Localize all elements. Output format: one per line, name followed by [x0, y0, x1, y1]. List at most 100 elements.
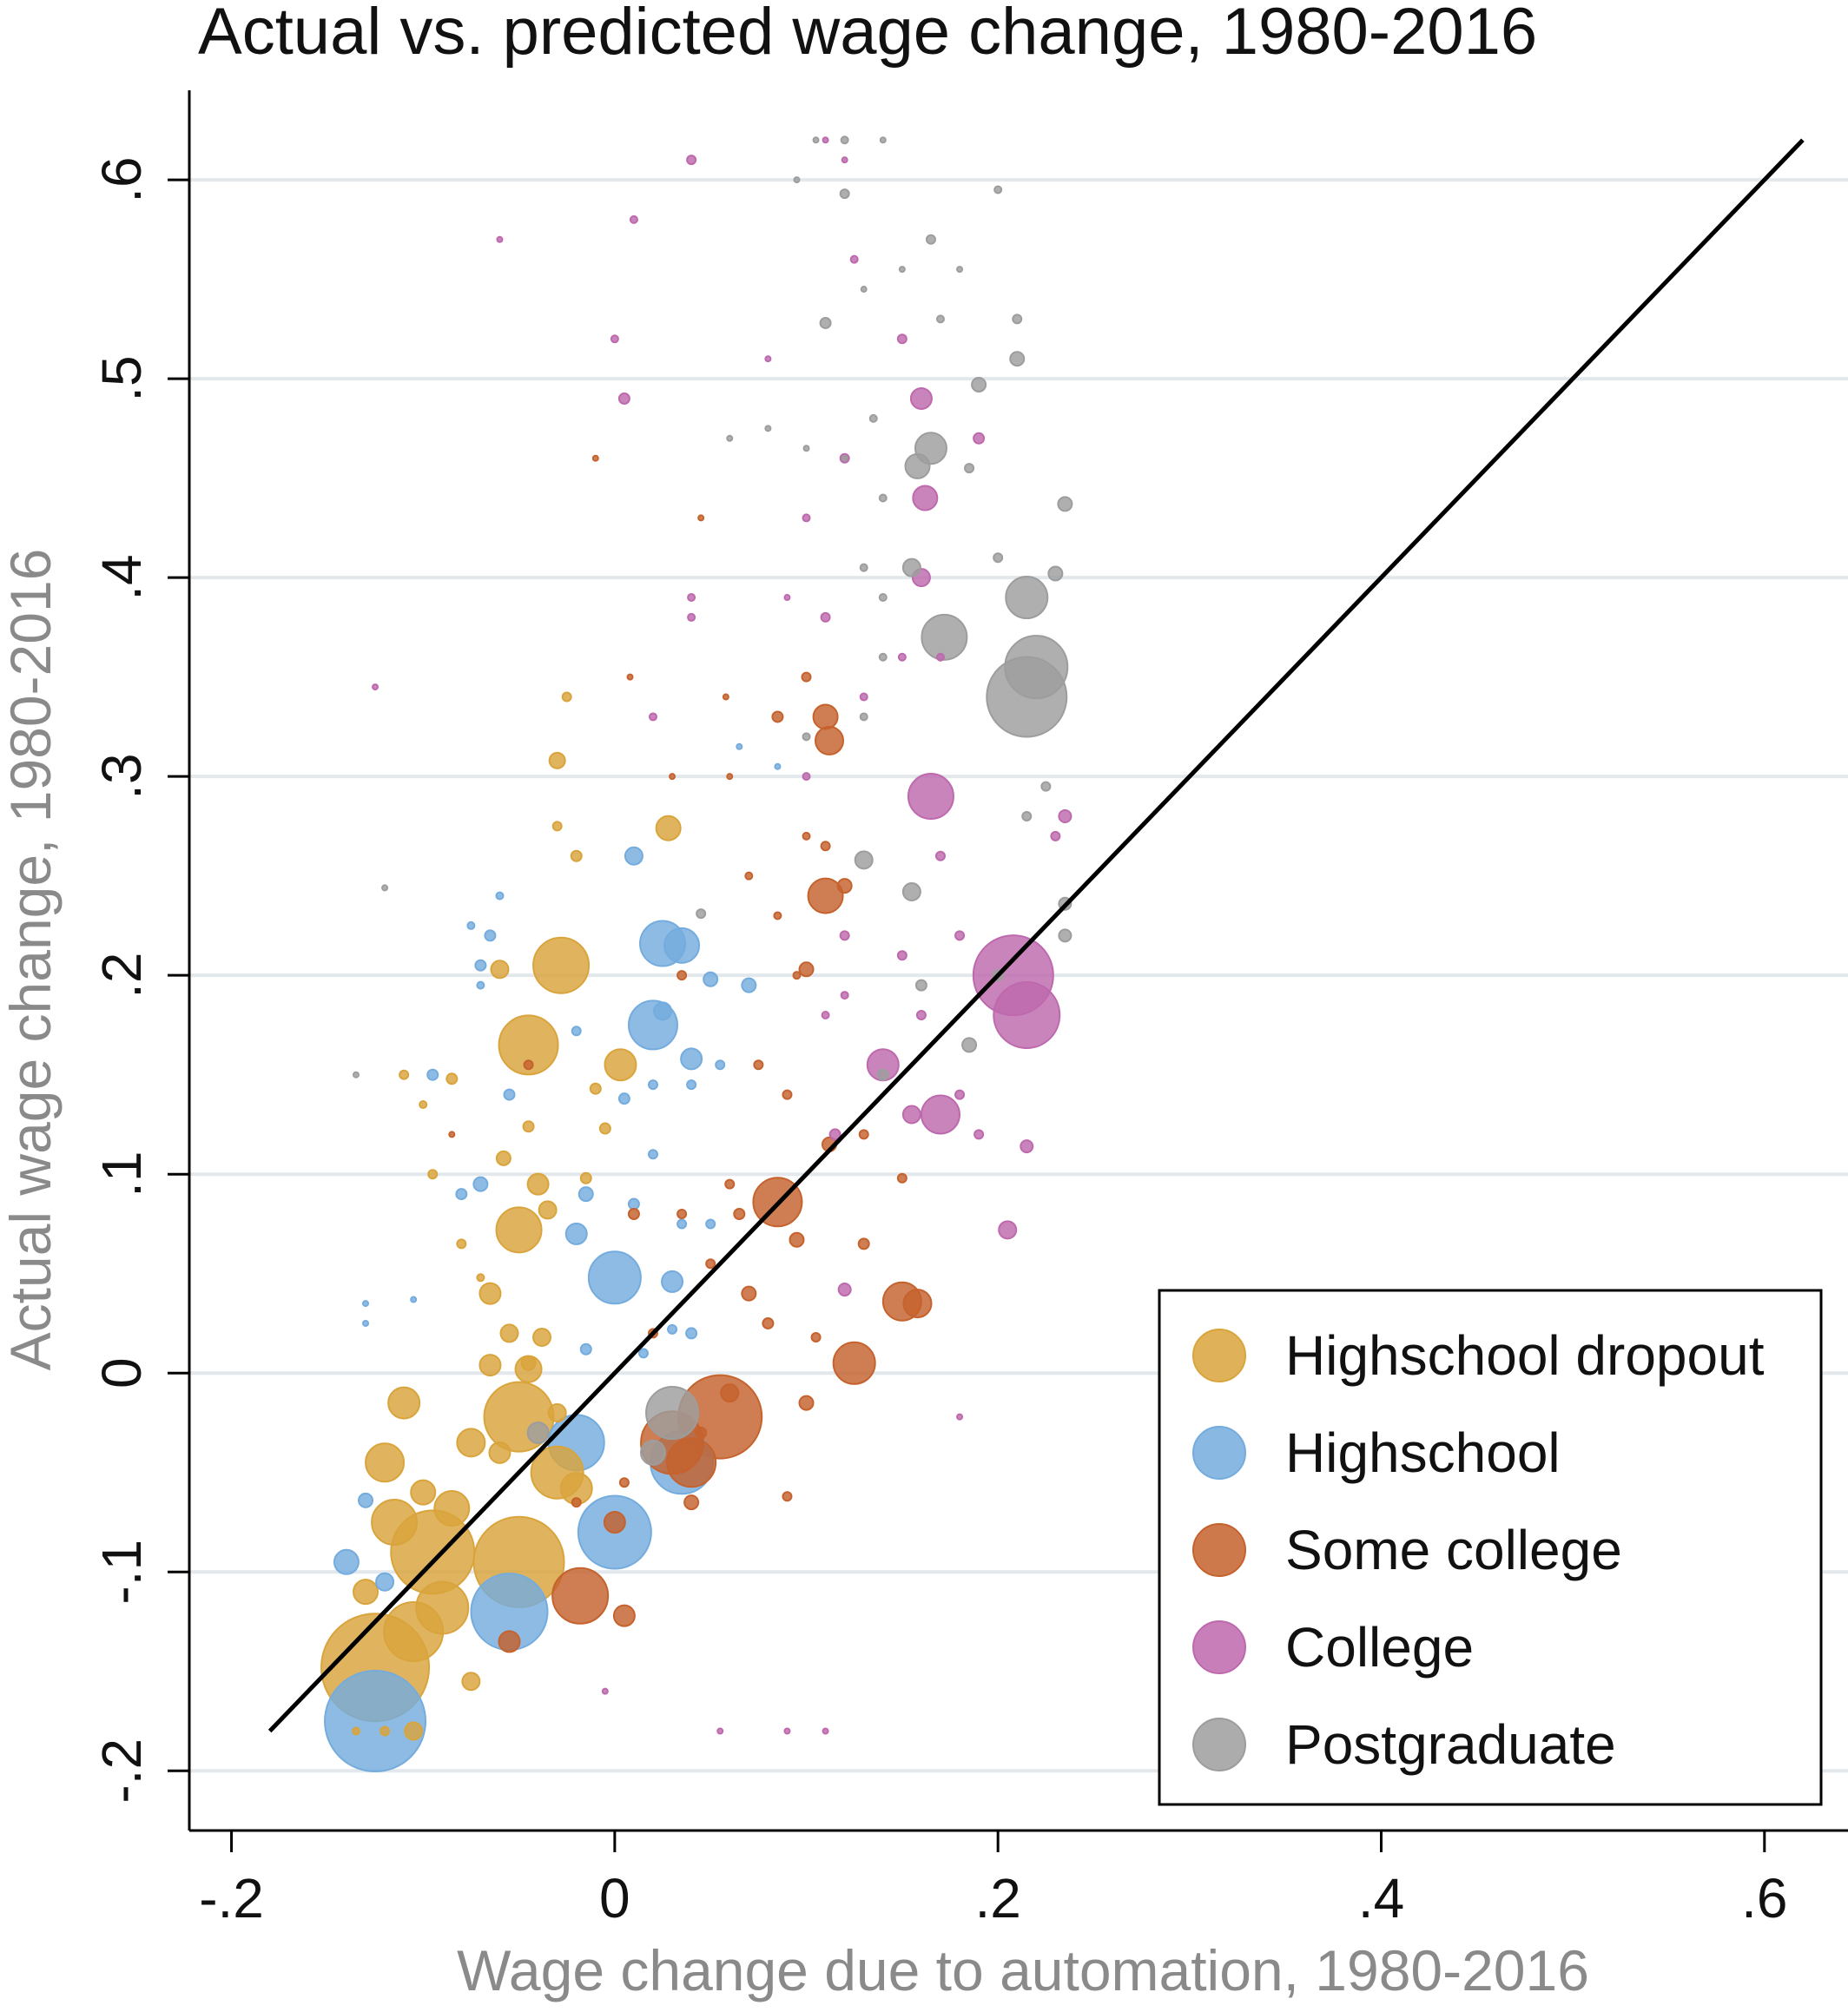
y-tick-label-3: .1 — [90, 1151, 153, 1197]
point-college-28 — [849, 254, 859, 264]
point-college-5 — [909, 386, 933, 410]
point-some-college-26 — [627, 1208, 640, 1221]
point-some-college-37 — [896, 1172, 908, 1184]
point-postgraduate-2 — [921, 613, 968, 661]
point-highschool-17 — [703, 971, 719, 987]
point-postgraduate-34 — [764, 425, 772, 432]
point-college-3 — [920, 1094, 960, 1135]
point-college-45 — [974, 1129, 985, 1140]
y-tick-label-7: .5 — [90, 355, 153, 401]
point-college-22 — [802, 513, 811, 523]
point-some-college-48 — [726, 773, 734, 781]
point-postgraduate-36 — [840, 135, 849, 145]
point-postgraduate-15 — [839, 188, 850, 200]
point-highschool-dropout-17 — [478, 1282, 502, 1305]
point-some-college-39 — [618, 1477, 630, 1488]
point-highschool-22 — [426, 1068, 439, 1081]
point-highschool-25 — [627, 1197, 640, 1210]
legend-label-1: Highschool — [1285, 1422, 1561, 1484]
y-tick-label-1: -.1 — [90, 1540, 153, 1605]
point-highschool-dropout-28 — [522, 1120, 535, 1133]
point-postgraduate-26 — [914, 979, 927, 992]
point-postgraduate-49 — [802, 732, 811, 742]
point-college-20 — [859, 692, 868, 702]
point-college-1 — [993, 980, 1061, 1049]
point-highschool-38 — [617, 1092, 630, 1105]
point-college-8 — [901, 1105, 921, 1125]
point-college-21 — [820, 611, 831, 623]
point-some-college-50 — [669, 773, 676, 781]
point-highschool-39 — [647, 1079, 658, 1091]
point-some-college-35 — [753, 1059, 764, 1071]
point-highschool-43 — [579, 1342, 592, 1356]
legend-marker-4 — [1192, 1718, 1246, 1771]
point-some-college-25 — [676, 970, 688, 981]
point-postgraduate-42 — [860, 286, 868, 294]
point-highschool-32 — [495, 891, 505, 900]
point-highschool-0 — [324, 1670, 427, 1773]
point-college-32 — [954, 1089, 966, 1100]
point-postgraduate-20 — [964, 463, 975, 474]
point-college-31 — [954, 930, 966, 941]
point-some-college-7 — [902, 1289, 933, 1319]
point-postgraduate-17 — [993, 185, 1003, 195]
point-college-39 — [496, 235, 504, 243]
point-highschool-9 — [680, 1047, 703, 1071]
point-college-24 — [687, 593, 696, 603]
point-college-2 — [907, 773, 954, 821]
point-highschool-46 — [774, 762, 782, 770]
point-highschool-36 — [410, 1296, 418, 1303]
point-postgraduate-19 — [935, 314, 945, 324]
point-postgraduate-9 — [854, 850, 874, 870]
gridlines — [189, 178, 1848, 1773]
point-highschool-dropout-18 — [499, 1323, 519, 1343]
point-highschool-11 — [564, 1222, 588, 1245]
point-postgraduate-37 — [812, 136, 820, 144]
point-some-college-54 — [448, 1131, 456, 1138]
y-tick-label-2: 0 — [90, 1357, 153, 1389]
y-axis-ticks: -.2 -.1 0 .1 .2 .3 .4 .5 .6 — [90, 156, 189, 1804]
point-postgraduate-48 — [352, 1071, 360, 1079]
point-college-35 — [841, 156, 848, 164]
point-highschool-23 — [474, 959, 487, 972]
point-college-36 — [822, 136, 829, 144]
point-postgraduate-40 — [956, 266, 964, 274]
point-postgraduate-29 — [859, 563, 868, 572]
point-some-college-16 — [683, 1494, 700, 1511]
point-postgraduate-1 — [1004, 635, 1069, 700]
point-college-47 — [716, 1727, 724, 1735]
point-postgraduate-8 — [1057, 496, 1073, 512]
point-college-11 — [617, 392, 630, 405]
point-highschool-dropout-24 — [353, 1579, 380, 1606]
point-highschool-dropout-34 — [419, 1100, 428, 1110]
point-postgraduate-38 — [793, 176, 801, 184]
point-some-college-33 — [801, 671, 812, 683]
point-highschool-dropout-47 — [404, 1721, 424, 1741]
point-some-college-5 — [832, 1341, 876, 1385]
point-highschool-dropout-35 — [456, 1238, 467, 1250]
point-some-college-44 — [744, 871, 754, 881]
legend-box — [1158, 1289, 1823, 1806]
y-tick-label-0: -.2 — [90, 1738, 153, 1804]
point-postgraduate-47 — [381, 884, 389, 892]
point-college-40 — [372, 683, 380, 691]
point-postgraduate-13 — [971, 376, 987, 393]
point-highschool-dropout-22 — [415, 1580, 470, 1635]
point-college-10 — [686, 155, 697, 166]
point-postgraduate-11 — [961, 1037, 978, 1053]
point-highschool-19 — [455, 1188, 468, 1201]
y-axis-label: Actual wage change, 1980-2016 — [0, 549, 63, 1371]
point-postgraduate-46 — [696, 908, 707, 920]
point-highschool-dropout-19 — [526, 1172, 550, 1196]
x-tick-label-0: -.2 — [199, 1867, 264, 1930]
point-highschool-dropout-8 — [387, 1386, 421, 1420]
point-some-college-28 — [733, 1208, 746, 1221]
point-postgraduate-51 — [639, 1439, 666, 1466]
point-highschool-15 — [375, 1572, 395, 1592]
point-some-college-27 — [523, 1059, 534, 1071]
point-some-college-13 — [498, 1630, 521, 1653]
point-postgraduate-28 — [868, 413, 878, 423]
point-some-college-38 — [571, 1497, 582, 1508]
x-tick-label-2: .2 — [974, 1867, 1020, 1930]
